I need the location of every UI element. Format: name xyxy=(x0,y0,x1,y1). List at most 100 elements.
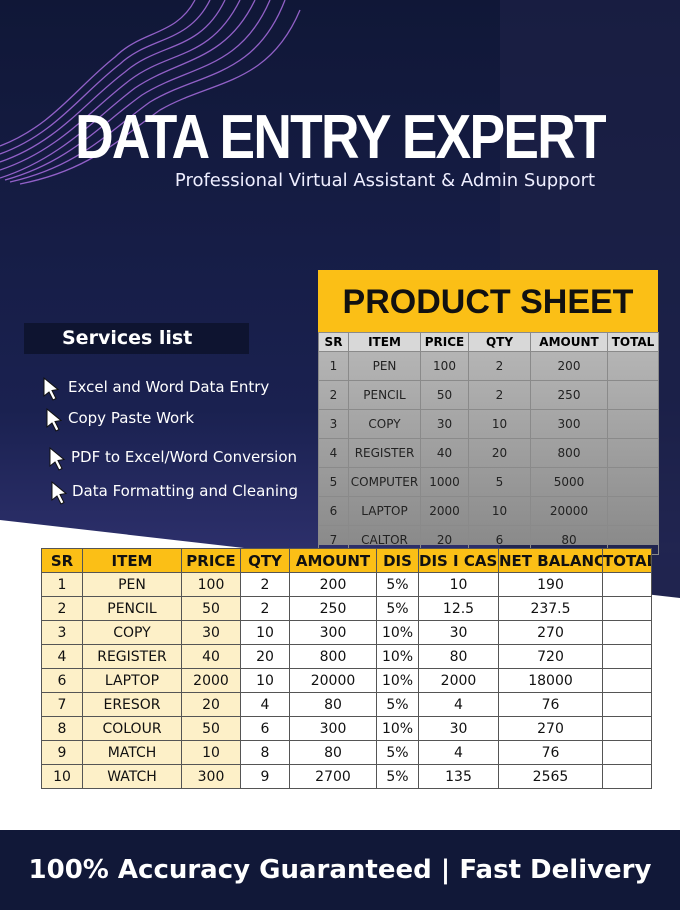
title: DATA ENTRY EXPERT xyxy=(75,103,606,172)
cell: 20000 xyxy=(530,496,608,526)
row: 6 LAPTOP 2000 10 20000 10% 2000 18000 xyxy=(41,668,652,693)
cell: 8 xyxy=(240,740,290,765)
row: 3 COPY 30 10 300 10% 30 270 xyxy=(41,620,652,645)
subtitle: Professional Virtual Assistant & Admin S… xyxy=(174,170,596,191)
cell: COPY xyxy=(82,620,182,645)
cell: 1000 xyxy=(420,467,469,497)
cell: WATCH xyxy=(82,764,182,789)
row: 4 REGISTER 40 20 800 10% 80 720 xyxy=(41,644,652,669)
row: 2 PENCIL 50 2 250 xyxy=(318,380,659,410)
cell: 5% xyxy=(376,740,419,765)
cell: 18000 xyxy=(498,668,603,693)
cell: 30 xyxy=(420,409,469,439)
header-cell: QTY xyxy=(240,548,290,573)
cell: 40 xyxy=(181,644,241,669)
cell: 10 xyxy=(418,572,499,597)
cell: 6 xyxy=(318,496,349,526)
cell: 270 xyxy=(498,620,603,645)
cell: 10% xyxy=(376,620,419,645)
row: 6 LAPTOP 2000 10 20000 xyxy=(318,496,659,526)
row: 9 MATCH 10 8 80 5% 4 76 xyxy=(41,740,652,765)
row: 1 PEN 100 2 200 5% 10 190 xyxy=(41,572,652,597)
header-cell: DIS I CASH xyxy=(418,548,499,573)
cell: 76 xyxy=(498,692,603,717)
cell: 5000 xyxy=(530,467,608,497)
cell: MATCH xyxy=(82,740,182,765)
empty-cell xyxy=(602,716,652,741)
cell: 200 xyxy=(530,351,608,381)
service-item: Copy Paste Work xyxy=(68,409,195,427)
header-row: SR ITEM PRICE QTY AMOUNT TOTAL xyxy=(318,332,659,352)
cell: 10 xyxy=(181,740,241,765)
cell: 10 xyxy=(41,764,83,789)
empty-cell xyxy=(602,644,652,669)
product-sheet-table: SR ITEM PRICE QTY AMOUNT TOTAL 1 PEN 100 2 200 2 PEN… xyxy=(318,332,659,555)
row: 10 WATCH 300 9 2700 5% 135 2565 xyxy=(41,764,652,789)
row: 1 PEN 100 2 200 xyxy=(318,351,659,381)
cell: 300 xyxy=(289,716,377,741)
cell: 800 xyxy=(530,438,608,468)
cell: 135 xyxy=(418,764,499,789)
empty-cell xyxy=(607,380,659,410)
row: 2 PENCIL 50 2 250 5% 12.5 237.5 xyxy=(41,596,652,621)
cell: 100 xyxy=(181,572,241,597)
row: 4 REGISTER 40 20 800 xyxy=(318,438,659,468)
header-cell: ITEM xyxy=(348,332,421,352)
cell: 10 xyxy=(240,668,290,693)
header-cell: TOTAL xyxy=(607,332,659,352)
cell: 30 xyxy=(181,620,241,645)
header-cell: SR xyxy=(41,548,83,573)
header-cell: TOTAL xyxy=(602,548,652,573)
empty-cell xyxy=(602,596,652,621)
cell: PENCIL xyxy=(82,596,182,621)
cell: 2700 xyxy=(289,764,377,789)
empty-cell xyxy=(607,496,659,526)
service-item: Excel and Word Data Entry xyxy=(68,378,270,396)
cell: 8 xyxy=(41,716,83,741)
cell: 300 xyxy=(530,409,608,439)
cell: 250 xyxy=(289,596,377,621)
header-cell: ITEM xyxy=(82,548,182,573)
cell: REGISTER xyxy=(82,644,182,669)
cell: 80 xyxy=(418,644,499,669)
cell: 50 xyxy=(420,380,469,410)
header-cell: PRICE xyxy=(420,332,469,352)
cell: 12.5 xyxy=(418,596,499,621)
empty-cell xyxy=(602,740,652,765)
cell: 2000 xyxy=(418,668,499,693)
cell: 2 xyxy=(240,596,290,621)
header-cell: NET BALANCE xyxy=(498,548,603,573)
cell: 40 xyxy=(420,438,469,468)
empty-cell xyxy=(607,409,659,439)
cell: 80 xyxy=(289,692,377,717)
header-cell: DIS xyxy=(376,548,419,573)
cell: 9 xyxy=(240,764,290,789)
cell: COMPUTER xyxy=(348,467,421,497)
cell: 4 xyxy=(418,692,499,717)
cell: 5% xyxy=(376,596,419,621)
cell: LAPTOP xyxy=(82,668,182,693)
cell: 100 xyxy=(420,351,469,381)
cell: 2 xyxy=(468,380,531,410)
cell: 720 xyxy=(498,644,603,669)
cell: 20000 xyxy=(289,668,377,693)
cell: 250 xyxy=(530,380,608,410)
cell: 4 xyxy=(418,740,499,765)
empty-cell xyxy=(602,572,652,597)
cell: 190 xyxy=(498,572,603,597)
cell: LAPTOP xyxy=(348,496,421,526)
product-sheet-title: PRODUCT SHEET xyxy=(318,270,658,332)
cell: 2000 xyxy=(181,668,241,693)
cell: 76 xyxy=(498,740,603,765)
cell: 2 xyxy=(41,596,83,621)
cell: 4 xyxy=(41,644,83,669)
cell: 800 xyxy=(289,644,377,669)
row: 3 COPY 30 10 300 xyxy=(318,409,659,439)
cell: 6 xyxy=(41,668,83,693)
empty-cell xyxy=(602,620,652,645)
cell: 20 xyxy=(468,438,531,468)
